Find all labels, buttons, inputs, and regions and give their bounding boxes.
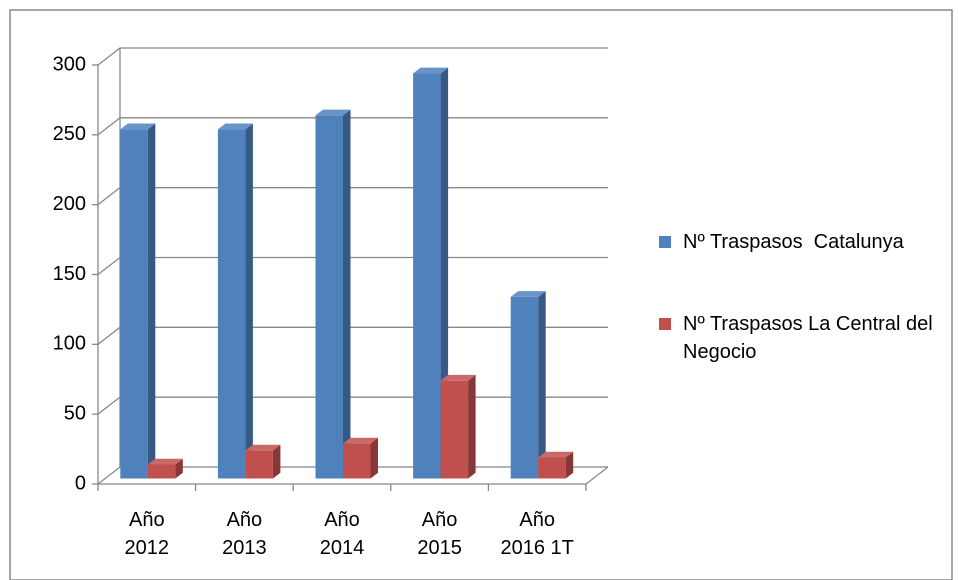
- bar-side: [272, 444, 281, 479]
- bar-side: [245, 123, 253, 479]
- frame: [9, 9, 953, 580]
- bar-side: [565, 451, 574, 479]
- bar-front: [510, 296, 539, 479]
- bar-front: [440, 380, 469, 479]
- x-tick-label: Año 2012: [124, 509, 170, 559]
- bar-top: [538, 451, 574, 458]
- bar: [217, 123, 253, 479]
- bar: [538, 451, 574, 479]
- legend-swatch: [659, 236, 671, 248]
- y-tick-label: 100: [53, 333, 86, 355]
- y-tick-label: 300: [53, 53, 86, 75]
- x-tick-label: Año 2015: [417, 509, 462, 559]
- x-tick-label: Año 2014: [319, 509, 365, 559]
- bar-side: [468, 374, 476, 479]
- bar-front: [343, 443, 371, 479]
- y-tick-label: 50: [64, 402, 86, 424]
- bar-top: [315, 109, 351, 116]
- bar-side: [343, 109, 351, 479]
- bar-side: [538, 291, 546, 479]
- x-tick-label: Año 2013: [222, 509, 267, 559]
- bar-side: [175, 458, 183, 479]
- bar-front: [315, 115, 343, 479]
- bar-top: [413, 67, 449, 74]
- y-tick-label: 150: [53, 263, 86, 285]
- bar-front: [413, 73, 441, 479]
- bar: [147, 458, 183, 479]
- legend-swatch: [659, 318, 671, 330]
- bar-side: [370, 437, 378, 479]
- bar-top: [343, 437, 378, 444]
- bar-front: [147, 464, 176, 479]
- y-tick-label: 250: [53, 123, 86, 145]
- y-tick-label: 200: [53, 193, 86, 215]
- bar: [245, 444, 281, 479]
- bar: [413, 67, 449, 479]
- bar-top: [217, 123, 253, 130]
- bar: [440, 374, 476, 479]
- bar: [315, 109, 351, 479]
- bar-top: [245, 444, 281, 451]
- bar-top: [120, 123, 156, 130]
- bar-top: [147, 458, 183, 465]
- bar-front: [120, 129, 148, 479]
- y-tick-label: 0: [75, 472, 86, 494]
- bar-front: [245, 450, 273, 479]
- bar: [120, 123, 156, 479]
- bar-side: [440, 67, 449, 479]
- bar-front: [538, 457, 566, 479]
- x-tick-label: Año 2016 1T: [500, 509, 574, 559]
- bar-side: [147, 123, 156, 479]
- bar: [343, 437, 378, 479]
- legend-label: Nº Traspasos La Central del Negocio: [683, 313, 939, 363]
- bar-top: [510, 291, 546, 297]
- legend-label: Nº Traspasos Catalunya: [683, 231, 904, 253]
- bar-front: [217, 129, 246, 479]
- bar-top: [440, 374, 476, 381]
- bar: [510, 291, 546, 479]
